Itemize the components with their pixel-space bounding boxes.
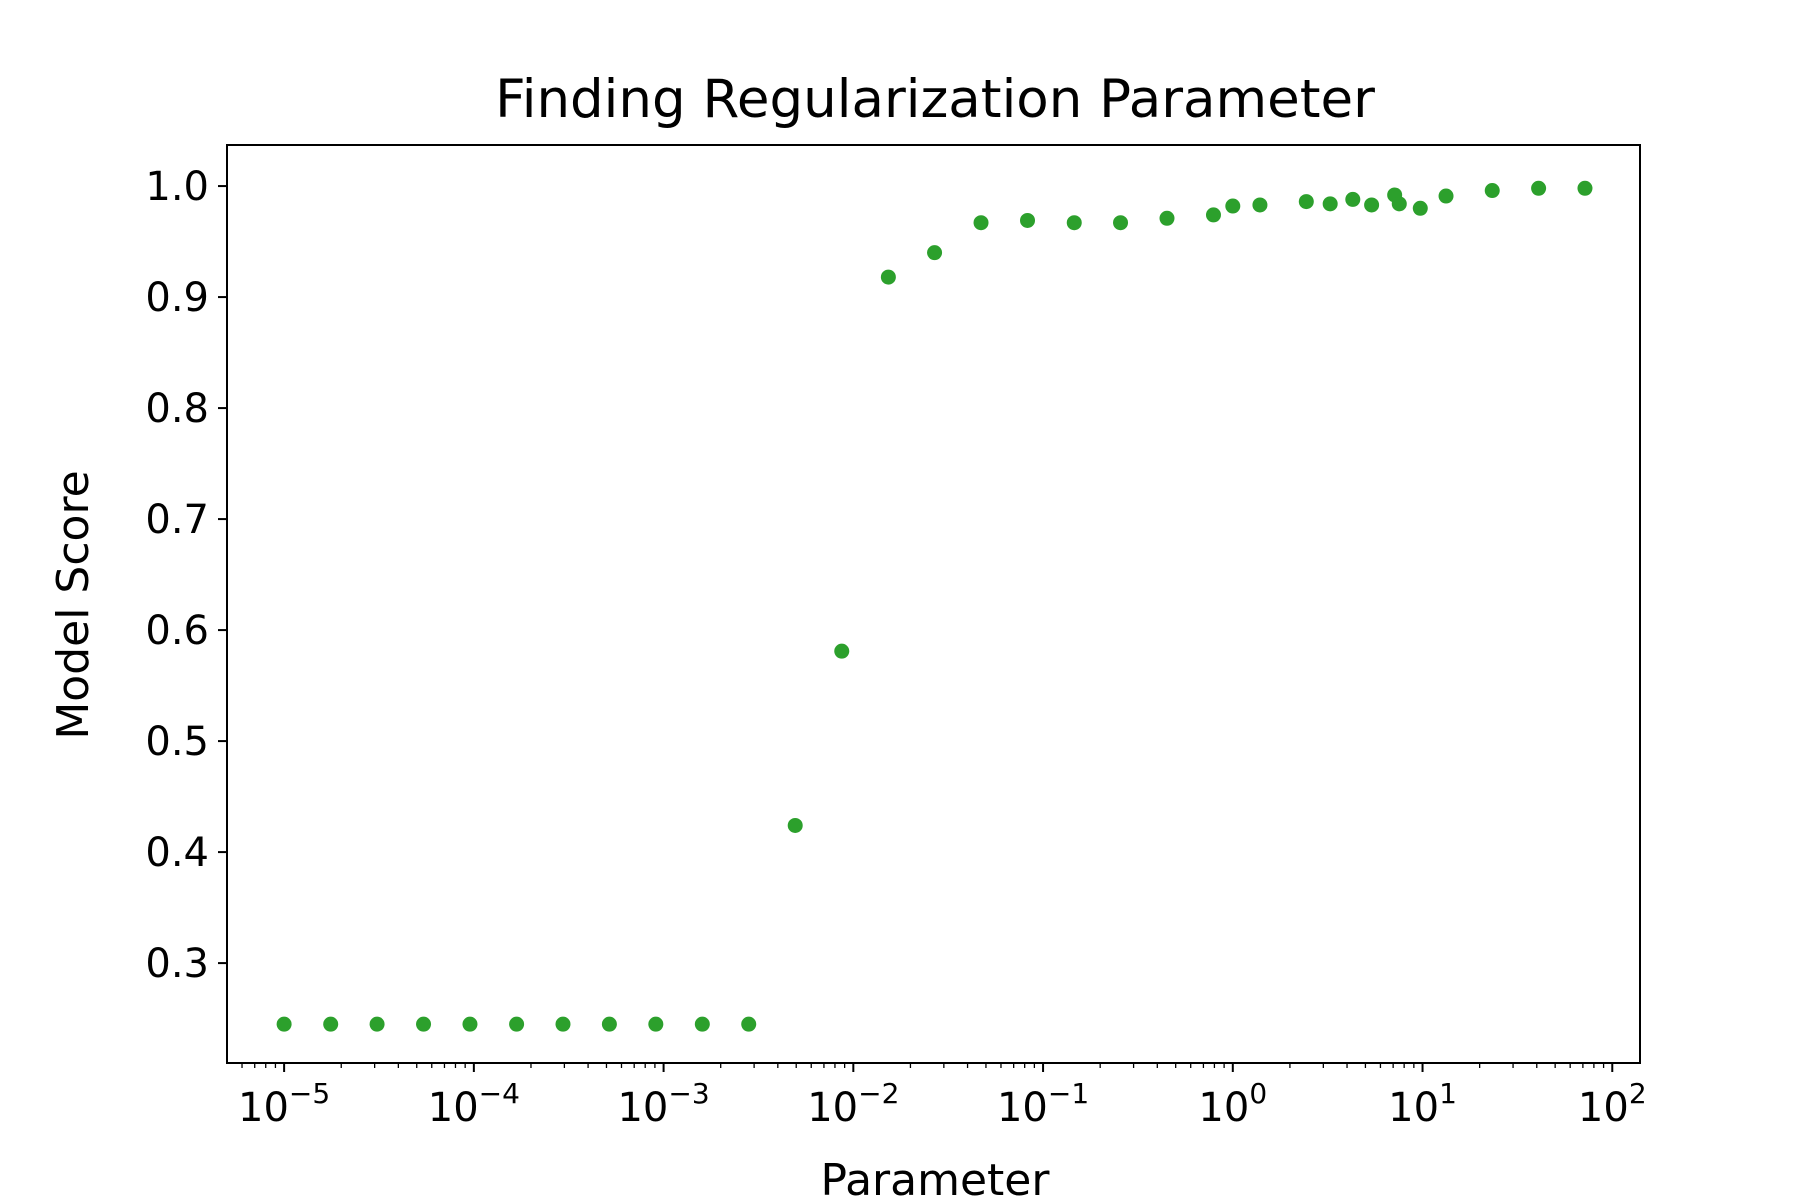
data-point <box>973 215 989 231</box>
data-point <box>834 643 850 659</box>
data-point <box>601 1016 617 1032</box>
data-point <box>880 269 896 285</box>
x-tick-label: 10−1 <box>997 1077 1089 1131</box>
data-point <box>927 245 943 261</box>
data-point <box>1345 191 1361 207</box>
data-point <box>509 1016 525 1032</box>
data-point <box>1484 183 1500 199</box>
data-point <box>694 1016 710 1032</box>
x-axis: 10−5 10−4 10−3 10−2 10−1 100 101 102 <box>238 1063 1647 1131</box>
data-point <box>1225 198 1241 214</box>
plot-frame <box>226 144 1641 1064</box>
data-point <box>1113 215 1129 231</box>
x-tick-label: 100 <box>1198 1077 1267 1131</box>
data-point <box>1577 180 1593 196</box>
data-points <box>276 180 1593 1032</box>
y-axis-label: Model Score <box>48 470 99 739</box>
x-tick-label: 10−5 <box>238 1077 330 1131</box>
y-tick-label: 0.6 <box>145 608 209 654</box>
data-point <box>741 1016 757 1032</box>
y-tick-label: 1.0 <box>145 164 209 210</box>
y-tick-label: 0.8 <box>145 386 209 432</box>
data-point <box>1391 196 1407 212</box>
data-point <box>1412 200 1428 216</box>
data-point <box>369 1016 385 1032</box>
y-tick-label: 0.9 <box>145 275 209 321</box>
data-point <box>1205 207 1221 223</box>
data-point <box>648 1016 664 1032</box>
data-point <box>276 1016 292 1032</box>
y-tick-label: 0.3 <box>145 941 209 987</box>
x-tick-label: 10−2 <box>807 1077 899 1131</box>
data-point <box>1252 197 1268 213</box>
y-tick-label: 0.7 <box>145 497 209 543</box>
data-point <box>1531 180 1547 196</box>
y-tick-label: 0.4 <box>145 830 209 876</box>
y-axis: 0.3 0.4 0.5 0.6 0.7 0.8 0.9 1.0 <box>145 164 227 987</box>
data-point <box>1066 215 1082 231</box>
data-point <box>1322 196 1338 212</box>
data-point <box>787 817 803 833</box>
data-point <box>462 1016 478 1032</box>
data-point <box>416 1016 432 1032</box>
x-axis-label: Parameter <box>821 1155 1051 1200</box>
data-point <box>1159 210 1175 226</box>
data-point <box>323 1016 339 1032</box>
x-tick-label: 102 <box>1578 1077 1647 1131</box>
data-point <box>1020 212 1036 228</box>
x-tick-label: 101 <box>1388 1077 1457 1131</box>
data-point <box>555 1016 571 1032</box>
x-tick-label: 10−3 <box>617 1077 709 1131</box>
chart-title: Finding Regularization Parameter <box>495 69 1375 130</box>
y-tick-label: 0.5 <box>145 719 209 765</box>
x-tick-label: 10−4 <box>428 1077 520 1131</box>
data-point <box>1298 194 1314 210</box>
data-point <box>1364 197 1380 213</box>
data-point <box>1438 188 1454 204</box>
